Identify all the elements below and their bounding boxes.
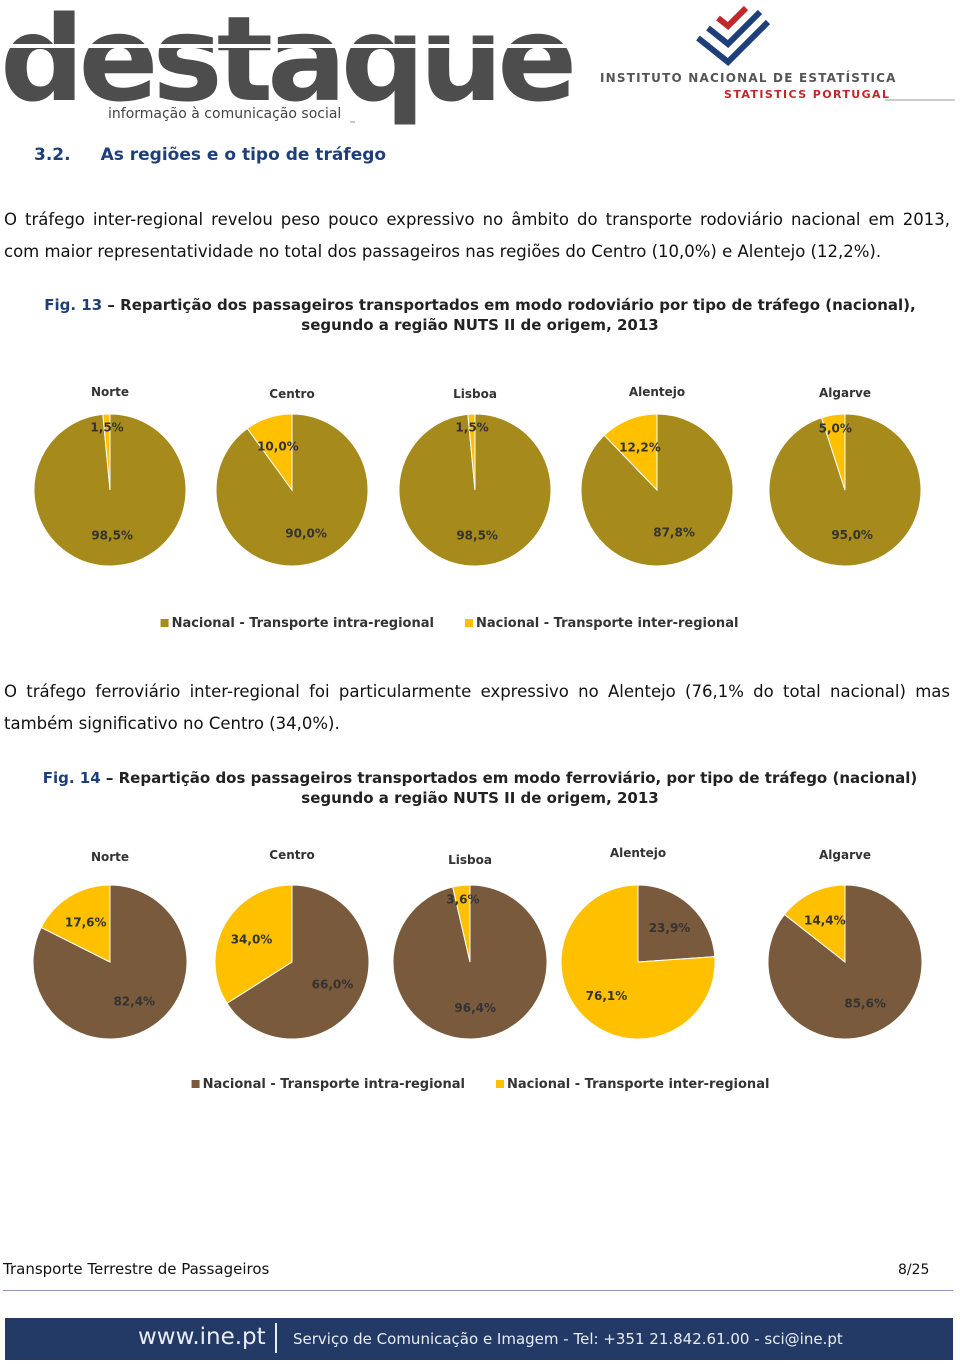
page-number: 8/25	[898, 1262, 930, 1278]
pie-title: Lisboa	[453, 387, 497, 401]
rule	[3, 1290, 953, 1291]
pie-slice	[467, 413, 476, 491]
data-label: 90,0%	[285, 526, 327, 540]
legend-swatch	[495, 1080, 504, 1088]
pie-slice	[560, 884, 716, 1040]
pie-slice	[32, 884, 188, 1040]
data-label: 96,4%	[454, 1001, 496, 1015]
data-label: 10,0%	[257, 440, 299, 454]
contact: Serviço de Comunicação e Imagem - Tel: +…	[293, 1330, 843, 1348]
caption: Fig. 13 – Repartição dos passageiros tra…	[10, 295, 950, 335]
data-label: 34,0%	[231, 933, 273, 947]
pie-title: Algarve	[819, 848, 871, 862]
ine-logo	[696, 5, 771, 67]
figure-caption: – Repartição dos passageiros transportad…	[107, 296, 916, 334]
pie-slice	[452, 884, 471, 963]
pie-title: Alentejo	[629, 385, 685, 399]
figure: Norte 98,5% 1,5% Centro 90,0% 10,0% Lisboa 98,5…	[33, 385, 922, 631]
legend-swatch	[191, 1080, 200, 1088]
pie-slice	[40, 884, 111, 963]
pie-slice	[783, 884, 846, 964]
data-label: 17,6%	[65, 916, 107, 930]
tagline: informação à comunicação social	[108, 106, 341, 122]
data-label: 12,2%	[619, 441, 661, 455]
data-label: 1,5%	[455, 421, 488, 435]
paragraph: O tráfego ferroviário inter-regional foi…	[4, 682, 950, 733]
caption: Fig. 14 – Repartição dos passageiros tra…	[10, 768, 950, 808]
pie-title: Lisboa	[448, 853, 492, 867]
data-label: 98,5%	[456, 529, 498, 543]
figure-label: Fig. 14	[42, 769, 101, 787]
pie-slice	[226, 884, 370, 1040]
divider	[275, 1323, 277, 1353]
data-label: 5,0%	[819, 421, 852, 435]
institute-en: STATISTICS PORTUGAL	[724, 88, 890, 101]
pie-title: Centro	[269, 387, 314, 401]
legend-label: Nacional - Transporte intra-regional	[172, 616, 434, 631]
pie-title: Alentejo	[610, 846, 666, 860]
legend-label: Nacional - Transporte inter-regional	[507, 1077, 769, 1092]
header: destaque informação à comunicação social…	[0, 0, 955, 128]
doc-title: Transporte Terrestre de Passageiros	[3, 1260, 270, 1278]
figure-caption: – Repartição dos passageiros transportad…	[105, 769, 918, 807]
legend-swatch	[160, 619, 169, 627]
pie-slice	[246, 413, 293, 492]
data-label: 87,8%	[653, 525, 695, 539]
site: www.ine.pt	[138, 1324, 266, 1350]
pie-title: Algarve	[819, 386, 871, 400]
paragraph: O tráfego inter-regional revelou peso po…	[4, 210, 950, 261]
data-label: 95,0%	[831, 528, 873, 542]
footer-bar: www.ine.pt Serviço de Comunicação e Imag…	[5, 1318, 953, 1360]
pie-slice	[214, 884, 293, 1004]
legend-label: Nacional - Transporte inter-regional	[476, 616, 738, 631]
section-number: 3.2.	[34, 145, 71, 165]
data-label: 23,9%	[649, 921, 691, 935]
data-label: 76,1%	[586, 989, 628, 1003]
data-label: 1,5%	[90, 421, 123, 435]
figure: Norte 82,4% 17,6% Centro 66,0% 34,0% Lisboa 96,…	[32, 846, 923, 1092]
data-label: 82,4%	[113, 994, 155, 1008]
data-label: 85,6%	[844, 997, 886, 1011]
pie-slice	[603, 413, 658, 492]
section-title: As regiões e o tipo de tráfego	[100, 145, 387, 165]
data-label: 3,6%	[446, 892, 479, 906]
pie-slice	[820, 413, 846, 491]
brand: destaque	[0, 0, 572, 128]
section-heading: 3.2. As regiões e o tipo de tráfego	[34, 145, 386, 165]
figure-label: Fig. 13	[44, 296, 103, 314]
data-label: 66,0%	[312, 977, 354, 991]
institute: INSTITUTO NACIONAL DE ESTATÍSTICA	[600, 70, 897, 85]
pie-slice	[102, 413, 111, 491]
pie-title: Norte	[91, 385, 129, 399]
data-label: 14,4%	[804, 913, 846, 927]
pie-title: Centro	[269, 848, 314, 862]
data-label: 98,5%	[91, 529, 133, 543]
legend-swatch	[464, 619, 473, 627]
pie-title: Norte	[91, 850, 129, 864]
pie-slice	[637, 884, 716, 963]
legend-label: Nacional - Transporte intra-regional	[203, 1077, 465, 1092]
